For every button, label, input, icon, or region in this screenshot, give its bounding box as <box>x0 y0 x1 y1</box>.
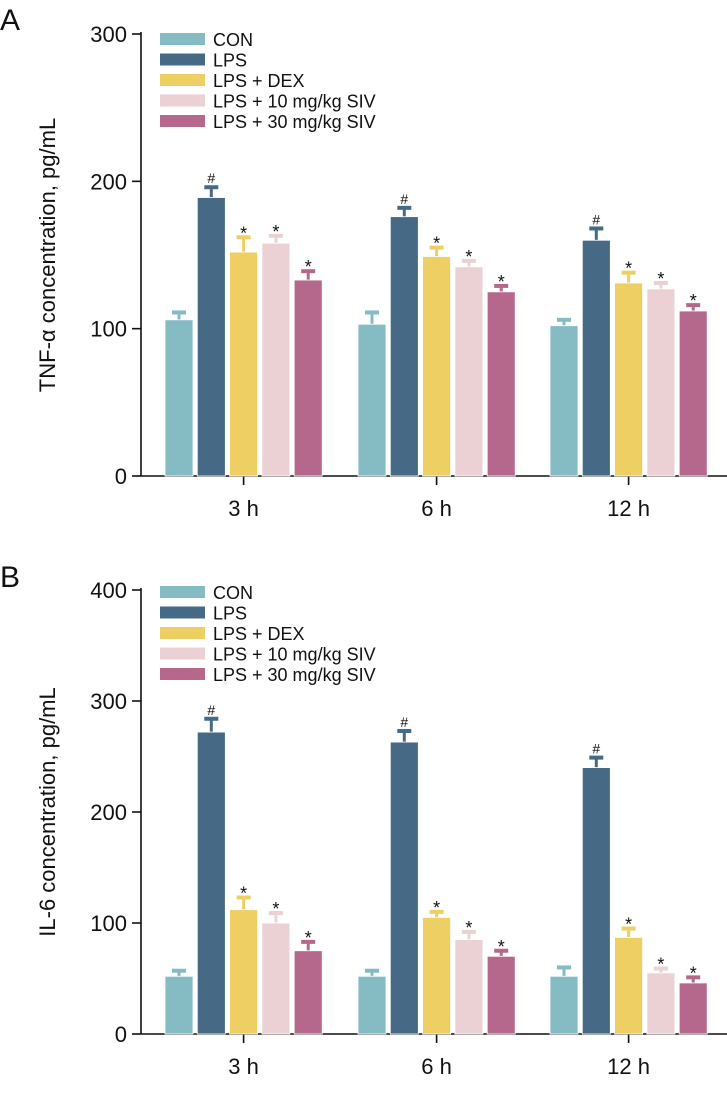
bar-con-6h <box>357 975 387 1035</box>
x-tick-label: 3 h <box>228 1054 259 1079</box>
significance-mark: # <box>400 191 408 207</box>
y-axis-label: IL-6 concentration, pg/mL <box>35 687 60 936</box>
significance-mark: * <box>657 269 664 289</box>
bar-lps-10-mg-kg-siv-12h <box>646 972 676 1035</box>
significance-mark: # <box>592 741 600 757</box>
significance-mark: * <box>433 898 440 918</box>
bar-lps-6h <box>389 741 419 1035</box>
x-tick-label: 6 h <box>421 1054 452 1079</box>
significance-mark: * <box>657 955 664 975</box>
significance-mark: * <box>272 899 279 919</box>
legend-label: LPS <box>213 604 247 624</box>
legend-label: LPS + 10 mg/kg SIV <box>213 645 376 665</box>
x-tick-label: 12 h <box>607 496 650 521</box>
chart-panel-b: B 0 100 200 300 400 IL-6 concentration, pg/mL 3… <box>0 561 727 1079</box>
bar-con-3h <box>164 975 194 1035</box>
y-axis-label: TNF-α concentration, pg/mL <box>35 118 60 392</box>
x-tick-label: 6 h <box>421 496 452 521</box>
bar-lps-30-mg-kg-siv-12h <box>678 310 708 477</box>
significance-mark: * <box>498 272 505 292</box>
legend-label: LPS + DEX <box>213 624 305 644</box>
legend-swatch <box>160 586 205 598</box>
bar-lps-3h <box>196 197 226 477</box>
legend-swatch <box>160 647 205 660</box>
bar-con-3h <box>164 319 194 477</box>
significance-mark: * <box>272 222 279 242</box>
significance-mark: * <box>625 259 632 279</box>
significance-mark: # <box>592 211 600 227</box>
bar-lps-10-mg-kg-siv-12h <box>646 288 676 477</box>
bar-lps-30-mg-kg-siv-6h <box>486 955 516 1035</box>
significance-mark: # <box>207 170 215 186</box>
bar-lps-12h <box>581 767 611 1035</box>
legend-label: LPS + 30 mg/kg SIV <box>213 112 376 132</box>
chart-panel-a: A 0 100 200 300 TNF-α concentration, pg/mL 3 h… <box>0 4 727 521</box>
legend-swatch <box>160 115 205 127</box>
panel-label: A <box>0 4 20 37</box>
significance-mark: * <box>690 963 697 983</box>
y-tick-label: 300 <box>90 689 127 714</box>
legend-swatch <box>160 33 205 45</box>
x-tick-label: 3 h <box>228 496 259 521</box>
bar-lps-10-mg-kg-siv-3h <box>261 922 291 1035</box>
legend-swatch <box>160 627 205 639</box>
y-tick-label: 400 <box>90 578 127 603</box>
significance-mark: * <box>465 918 472 938</box>
legend-label: CON <box>213 583 253 603</box>
bar-lps-6h <box>389 216 419 477</box>
significance-mark: * <box>625 915 632 935</box>
significance-mark: * <box>240 223 247 243</box>
significance-mark: # <box>207 702 215 718</box>
legend-swatch <box>160 74 205 86</box>
bar-lps-10-mg-kg-siv-3h <box>261 242 291 477</box>
bar-lps-dex-12h <box>614 282 643 477</box>
legend-label: LPS + 10 mg/kg SIV <box>213 92 376 112</box>
significance-mark: * <box>240 883 247 903</box>
y-tick-label: 100 <box>90 317 127 342</box>
y-tick-label: 0 <box>115 464 127 489</box>
bar-lps-dex-3h <box>229 909 259 1035</box>
x-tick-label: 12 h <box>607 1054 650 1079</box>
significance-mark: # <box>400 714 408 730</box>
significance-mark: * <box>433 234 440 254</box>
legend-label: LPS <box>213 51 247 71</box>
legend-swatch <box>160 53 205 66</box>
bar-lps-30-mg-kg-siv-6h <box>486 291 516 477</box>
legend-swatch <box>160 606 205 619</box>
significance-mark: * <box>305 928 312 948</box>
legend-swatch <box>160 94 205 107</box>
bar-lps-dex-6h <box>422 256 452 477</box>
significance-mark: * <box>305 257 312 277</box>
bar-lps-30-mg-kg-siv-3h <box>293 279 323 477</box>
bar-con-6h <box>357 323 387 477</box>
legend-label: LPS + DEX <box>213 71 305 91</box>
legend-swatch <box>160 668 205 680</box>
bar-lps-30-mg-kg-siv-3h <box>293 950 323 1035</box>
bar-lps-30-mg-kg-siv-12h <box>678 982 708 1035</box>
y-tick-label: 200 <box>90 169 127 194</box>
y-tick-label: 200 <box>90 800 127 825</box>
bar-con-12h <box>549 325 579 477</box>
panel-label: B <box>0 561 20 594</box>
bar-lps-10-mg-kg-siv-6h <box>454 939 484 1035</box>
y-tick-label: 100 <box>90 911 127 936</box>
bar-lps-dex-3h <box>229 251 259 477</box>
legend-label: CON <box>213 30 253 50</box>
bar-con-12h <box>549 975 579 1035</box>
bar-lps-dex-6h <box>422 917 452 1035</box>
significance-mark: * <box>498 937 505 957</box>
y-tick-label: 300 <box>90 22 127 47</box>
y-tick-label: 0 <box>115 1022 127 1047</box>
bar-lps-dex-12h <box>614 937 643 1035</box>
significance-mark: * <box>690 291 697 311</box>
bar-lps-3h <box>196 731 226 1035</box>
legend-label: LPS + 30 mg/kg SIV <box>213 665 376 685</box>
bar-lps-12h <box>581 239 611 477</box>
bar-lps-10-mg-kg-siv-6h <box>454 266 484 477</box>
significance-mark: * <box>465 247 472 267</box>
